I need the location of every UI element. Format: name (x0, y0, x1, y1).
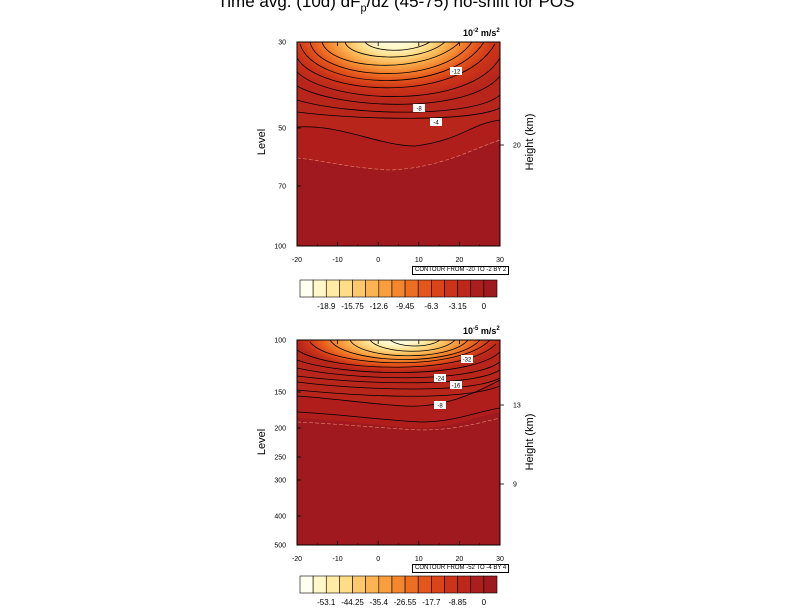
x-tick-label: 30 (496, 257, 504, 264)
colorbar-box (483, 575, 498, 594)
colorbar-box (339, 279, 353, 298)
colorbar-label: -6.3 (424, 302, 438, 311)
colorbar-box (352, 279, 366, 298)
colorbar-box (470, 575, 485, 594)
colorbar-box (470, 279, 485, 298)
colorbar-label: -18.9 (317, 302, 336, 311)
chart-title: Time avg. (10d) dFp/dz (45-75) no-shift … (217, 0, 575, 15)
panel2-field (297, 340, 500, 545)
x-tick-label: 0 (376, 257, 380, 264)
y-tick-label: 500 (274, 543, 286, 550)
colorbar-box (378, 279, 393, 298)
x-tick-label: 30 (496, 556, 504, 563)
colorbar-box (417, 575, 432, 594)
x-tick-label: -20 (292, 556, 302, 563)
colorbar-label: -9.45 (396, 302, 415, 311)
y2-tick-label: 20 (513, 143, 521, 150)
colorbar-label: -35.4 (370, 598, 389, 607)
x-tick-label: 0 (376, 556, 380, 563)
colorbar-box (417, 279, 432, 298)
colorbar-box (391, 279, 406, 298)
colorbar-box (365, 279, 380, 298)
colorbar-label: 0 (482, 598, 487, 607)
panel1-contour-info: CONTOUR FROM -20 TO -2 BY 2 (412, 266, 510, 275)
colorbar-box (483, 279, 498, 298)
colorbar-box (444, 575, 458, 594)
contour-label: -24 (436, 377, 445, 383)
panel2-contour-info: CONTOUR FROM -52 TO -4 BY 4 (412, 564, 510, 573)
y-tick-label: 300 (274, 478, 286, 485)
colorbar-box (431, 279, 445, 298)
x-tick-label: 10 (415, 257, 423, 264)
panel1-ylabel: Level (256, 128, 268, 156)
y2-tick-label: 13 (513, 403, 521, 410)
colorbar-box (299, 279, 314, 298)
colorbar-label: -44.25 (341, 598, 364, 607)
x-tick-label: -10 (333, 556, 343, 563)
colorbar-box (457, 279, 472, 298)
x-tick-label: 20 (456, 556, 464, 563)
colorbar-box (352, 575, 366, 594)
colorbar-label: -15.75 (341, 302, 364, 311)
y-tick-label: 100 (274, 244, 286, 251)
contour-label: -8 (437, 404, 443, 410)
contour-label-bg (413, 104, 425, 112)
panel1-y2label: Height (km) (524, 113, 536, 171)
x-tick-label: -20 (292, 257, 302, 264)
contour-label-bg (434, 374, 446, 382)
contour-label: -12 (452, 70, 461, 76)
colorbar-box (378, 575, 393, 594)
colorbar-box (404, 279, 419, 298)
y-tick-label: 100 (274, 338, 286, 345)
colorbar-label: -12.6 (370, 302, 389, 311)
contour-label: -32 (463, 358, 472, 364)
colorbar-box (299, 575, 314, 594)
panel1-field (297, 42, 500, 246)
panel2-units: 10-5 m/s2 (463, 326, 500, 336)
y-tick-label: 150 (274, 390, 286, 397)
panel2-y2label: Height (km) (524, 413, 536, 471)
contour-label: -16 (452, 384, 461, 390)
contour-label-bg (450, 381, 462, 389)
colorbar-label: -26.55 (394, 598, 417, 607)
contour-label-bg (450, 67, 462, 75)
colorbar-label: -3.15 (448, 302, 467, 311)
contour-label: -4 (433, 121, 439, 127)
colorbar-box (444, 279, 458, 298)
colorbar-label: 0 (482, 302, 487, 311)
x-tick-label: -10 (333, 257, 343, 264)
colorbar-box (404, 575, 419, 594)
colorbar-box (339, 575, 353, 594)
contour-label-bg (430, 118, 442, 126)
y-tick-label: 30 (278, 40, 286, 47)
colorbar-box (325, 575, 340, 594)
colorbar-box (312, 279, 327, 298)
colorbar-label: -53.1 (317, 598, 336, 607)
colorbar-label: -17.7 (422, 598, 441, 607)
panel1-units: 10-2 m/s2 (463, 28, 500, 38)
colorbar-label: -8.85 (448, 598, 467, 607)
contour-label-bg (461, 355, 473, 363)
colorbar-box (312, 575, 327, 594)
y-tick-label: 400 (274, 514, 286, 521)
panel2-ylabel: Level (256, 428, 268, 456)
x-tick-label: 20 (456, 257, 464, 264)
y2-tick-label: 9 (513, 482, 517, 489)
colorbar-box (325, 279, 340, 298)
x-tick-label: 10 (415, 556, 423, 563)
y-tick-label: 50 (278, 126, 286, 133)
y-tick-label: 250 (274, 455, 286, 462)
colorbar-box (457, 575, 472, 594)
y-tick-label: 70 (278, 184, 286, 191)
contour-label: -8 (416, 107, 422, 113)
contour-label-bg (434, 401, 446, 409)
colorbar-box (431, 575, 445, 594)
colorbar-box (365, 575, 380, 594)
colorbar-box (391, 575, 406, 594)
y-tick-label: 200 (274, 426, 286, 433)
